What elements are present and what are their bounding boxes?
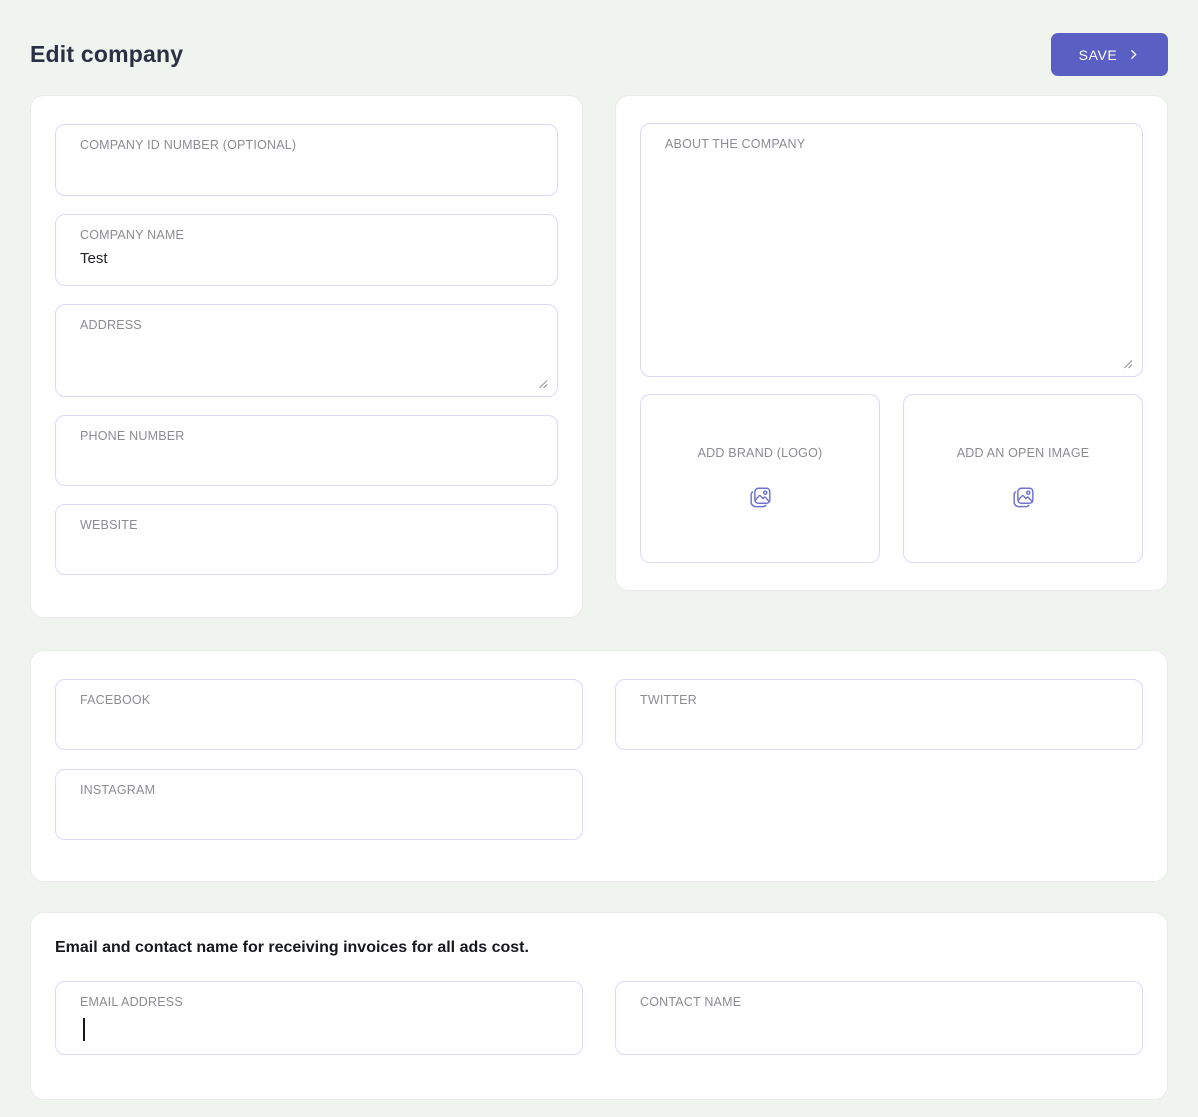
top-row: COMPANY ID NUMBER (OPTIONAL) COMPANY NAM… xyxy=(30,95,1168,618)
facebook-input[interactable] xyxy=(80,715,558,732)
company-id-input[interactable] xyxy=(80,160,533,177)
image-icon xyxy=(1010,484,1037,511)
about-company-textarea[interactable] xyxy=(665,159,1118,364)
facebook-field[interactable]: FACEBOOK xyxy=(55,679,583,750)
social-links-card: FACEBOOK TWITTER INSTAGRAM xyxy=(30,650,1168,882)
about-company-card: ABOUT THE COMPANY ADD BRAND (LOGO) xyxy=(615,95,1168,591)
page-header: Edit company SAVE xyxy=(30,0,1168,76)
add-brand-logo-upload[interactable]: ADD BRAND (LOGO) xyxy=(640,394,880,563)
phone-field[interactable]: PHONE NUMBER xyxy=(55,415,558,486)
company-id-field[interactable]: COMPANY ID NUMBER (OPTIONAL) xyxy=(55,124,558,196)
address-field[interactable]: ADDRESS xyxy=(55,304,558,397)
website-label: WEBSITE xyxy=(80,518,138,532)
chevron-right-icon xyxy=(1127,48,1140,61)
save-button-label: SAVE xyxy=(1078,46,1118,63)
company-details-card: COMPANY ID NUMBER (OPTIONAL) COMPANY NAM… xyxy=(30,95,583,618)
phone-input[interactable] xyxy=(80,451,533,468)
company-name-label: COMPANY NAME xyxy=(80,228,185,242)
add-brand-logo-label: ADD BRAND (LOGO) xyxy=(697,446,823,460)
company-name-field[interactable]: COMPANY NAME xyxy=(55,214,558,286)
company-name-input[interactable] xyxy=(80,250,533,267)
invoice-heading: Email and contact name for receiving inv… xyxy=(55,939,529,956)
about-company-label: ABOUT THE COMPANY xyxy=(665,137,806,151)
image-icon xyxy=(747,484,774,511)
instagram-input[interactable] xyxy=(80,805,558,822)
save-button[interactable]: SAVE xyxy=(1051,33,1168,76)
resize-handle-icon[interactable] xyxy=(1123,359,1133,369)
contact-name-input[interactable] xyxy=(640,1017,1118,1034)
page-title: Edit company xyxy=(30,41,184,67)
upload-boxes: ADD BRAND (LOGO) ADD AN OPEN IMAGE xyxy=(640,394,1143,563)
website-field[interactable]: WEBSITE xyxy=(55,504,558,575)
about-company-field[interactable]: ABOUT THE COMPANY xyxy=(640,123,1143,377)
instagram-label: INSTAGRAM xyxy=(80,783,156,797)
phone-label: PHONE NUMBER xyxy=(80,429,185,443)
website-input[interactable] xyxy=(80,540,533,557)
company-id-label: COMPANY ID NUMBER (OPTIONAL) xyxy=(80,138,297,152)
email-address-input[interactable] xyxy=(80,1017,558,1034)
twitter-label: TWITTER xyxy=(640,693,697,707)
invoice-contact-card: Email and contact name for receiving inv… xyxy=(30,912,1168,1100)
email-address-field[interactable]: EMAIL ADDRESS xyxy=(55,981,583,1055)
email-address-label: EMAIL ADDRESS xyxy=(80,995,183,1009)
address-textarea[interactable] xyxy=(80,340,533,384)
instagram-field[interactable]: INSTAGRAM xyxy=(55,769,583,840)
text-cursor xyxy=(83,1018,85,1041)
add-open-image-label: ADD AN OPEN IMAGE xyxy=(956,446,1090,460)
contact-name-field[interactable]: CONTACT NAME xyxy=(615,981,1143,1055)
facebook-label: FACEBOOK xyxy=(80,693,151,707)
resize-handle-icon[interactable] xyxy=(538,379,548,389)
twitter-field[interactable]: TWITTER xyxy=(615,679,1143,750)
add-open-image-upload[interactable]: ADD AN OPEN IMAGE xyxy=(903,394,1143,563)
address-label: ADDRESS xyxy=(80,318,142,332)
contact-name-label: CONTACT NAME xyxy=(640,995,742,1009)
twitter-input[interactable] xyxy=(640,715,1118,732)
